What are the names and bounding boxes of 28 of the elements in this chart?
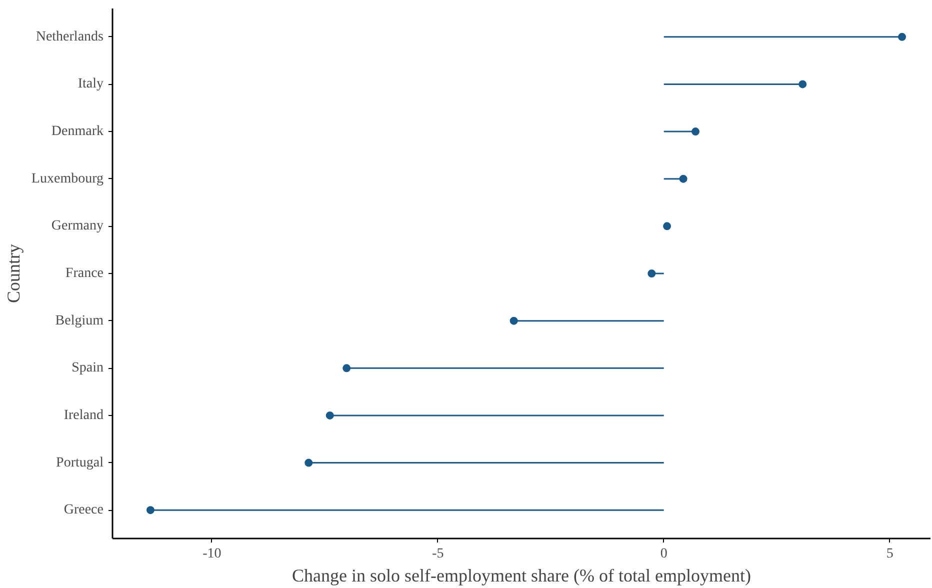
y-tick-label: Spain <box>72 360 104 376</box>
y-tick-label: Belgium <box>55 313 104 328</box>
point <box>898 32 906 41</box>
point <box>304 458 313 467</box>
x-tick-label: -10 <box>202 546 222 562</box>
x-tick-label: 0 <box>660 546 668 562</box>
y-tick-label: Italy <box>78 76 104 92</box>
point <box>648 270 656 278</box>
y-tick-label: Ireland <box>64 408 104 423</box>
y-tick-label: Denmark <box>51 124 104 140</box>
x-axis-title: Change in solo self-employment share (% of total employment) <box>292 566 751 586</box>
point <box>510 316 518 325</box>
y-axis-title: Country <box>3 244 24 303</box>
y-tick-label: Germany <box>51 218 104 234</box>
point <box>146 506 154 514</box>
x-tick-label: -5 <box>432 546 444 562</box>
point <box>798 80 807 88</box>
point <box>342 364 351 372</box>
y-tick-label: Luxembourg <box>31 171 104 186</box>
y-tick-label: Netherlands <box>36 29 104 44</box>
y-tick-label: France <box>65 266 104 281</box>
y-tick-label: Portugal <box>56 455 104 470</box>
point <box>679 174 688 183</box>
point <box>326 411 334 420</box>
y-tick-label: Greece <box>64 502 104 518</box>
x-tick-label: 5 <box>886 546 894 562</box>
point <box>691 128 700 136</box>
point <box>663 222 672 230</box>
